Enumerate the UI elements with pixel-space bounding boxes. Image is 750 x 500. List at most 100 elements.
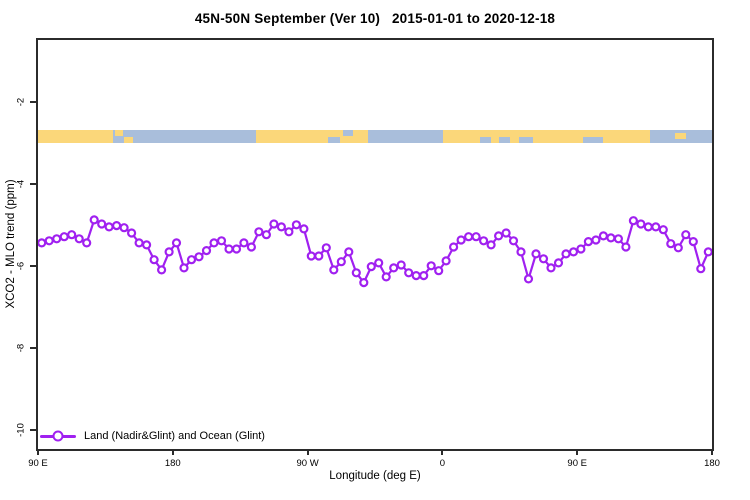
data-point — [374, 258, 384, 268]
y-tick — [30, 100, 36, 103]
map-band-ocean-patch — [499, 136, 510, 143]
data-point — [216, 236, 227, 246]
data-point — [598, 231, 609, 241]
data-point — [538, 254, 549, 264]
series-line — [41, 218, 710, 285]
map-band-ocean-patch — [583, 136, 603, 143]
data-point — [156, 265, 167, 275]
data-point — [359, 278, 369, 288]
data-point — [254, 227, 264, 237]
map-band-land-patch — [114, 129, 123, 136]
data-point — [389, 263, 399, 273]
data-point — [561, 249, 571, 259]
data-point — [306, 251, 316, 261]
data-point — [224, 244, 234, 254]
data-point — [119, 223, 129, 233]
data-point — [134, 238, 144, 248]
y-tick — [30, 428, 36, 431]
x-tick — [576, 449, 579, 455]
data-point — [411, 271, 421, 281]
data-point — [404, 268, 414, 278]
y-tick-label: -8 — [15, 343, 27, 352]
data-point — [456, 235, 466, 245]
data-point — [97, 219, 107, 229]
data-point — [696, 264, 706, 274]
data-point — [141, 240, 152, 250]
x-tick-label: 180 — [164, 458, 181, 469]
data-series-layer — [37, 215, 713, 288]
data-point — [441, 256, 451, 266]
data-point — [576, 244, 586, 254]
data-point — [508, 236, 519, 246]
data-point — [59, 232, 69, 242]
data-point — [583, 237, 594, 247]
data-point — [284, 227, 294, 237]
data-point — [419, 271, 429, 281]
x-tick — [306, 449, 309, 455]
data-point — [658, 225, 668, 235]
data-point — [291, 220, 301, 230]
data-point — [523, 274, 534, 284]
data-point — [321, 243, 331, 253]
data-point — [464, 232, 474, 242]
data-point — [381, 272, 391, 282]
y-tick-label: -4 — [15, 179, 27, 189]
x-axis-label: Longitude (deg E) — [329, 470, 421, 482]
data-point — [568, 247, 579, 257]
x-tick — [37, 449, 39, 455]
data-point — [179, 263, 189, 273]
y-tick — [30, 346, 36, 349]
data-point — [396, 260, 406, 270]
x-tick — [711, 449, 713, 455]
data-point — [666, 239, 676, 249]
data-point — [329, 265, 339, 275]
data-point — [261, 230, 271, 240]
map-band-land-patch — [674, 133, 686, 140]
data-point — [516, 247, 526, 257]
data-point — [111, 221, 122, 231]
data-point — [37, 238, 47, 248]
data-point — [681, 230, 691, 240]
plot-area: 90 E 180 90 W 0 90 E 180 -2 -4 -6 -8 -10 Land (Na… — [16, 38, 720, 469]
data-point — [688, 237, 698, 247]
map-band-land-segment — [38, 129, 114, 143]
y-tick — [30, 182, 36, 185]
data-point — [239, 238, 249, 248]
data-point — [486, 240, 496, 250]
data-point — [314, 251, 324, 261]
x-tick — [441, 449, 444, 455]
data-point — [246, 242, 256, 252]
data-point — [613, 234, 624, 244]
data-point — [471, 232, 481, 242]
y-axis-label: XCO2 - MLO trend (ppm) — [5, 179, 17, 309]
x-tick-label: 90 W — [296, 458, 319, 469]
data-point — [149, 255, 159, 265]
data-point — [651, 222, 661, 232]
data-point — [606, 233, 616, 243]
data-point — [531, 249, 541, 259]
legend-open-circle-marker — [52, 430, 64, 442]
chart-title: 45N-50N September (Ver 10) 2015-01-01 to… — [194, 11, 556, 26]
map-band-ocean-patch — [327, 136, 340, 143]
y-tick — [30, 264, 36, 267]
data-point — [44, 236, 54, 246]
data-point — [501, 228, 511, 238]
legend: Land (Nadir&Glint) and Ocean (Glint) — [40, 430, 265, 442]
data-point — [336, 257, 346, 267]
data-point — [89, 215, 99, 225]
map-band-ocean-patch — [342, 129, 354, 136]
data-point — [449, 242, 459, 252]
data-point — [591, 235, 601, 245]
data-point — [494, 231, 504, 241]
y-tick-label: -2 — [15, 97, 27, 107]
x-tick-label: 180 — [704, 458, 720, 469]
map-band-land-patch — [124, 136, 134, 143]
data-point — [164, 247, 174, 257]
data-point — [643, 222, 653, 232]
data-point — [546, 263, 556, 273]
map-band-ocean-patch — [519, 136, 533, 143]
data-point — [553, 258, 564, 268]
map-band-ocean-segment — [113, 129, 256, 143]
data-point — [479, 236, 489, 246]
